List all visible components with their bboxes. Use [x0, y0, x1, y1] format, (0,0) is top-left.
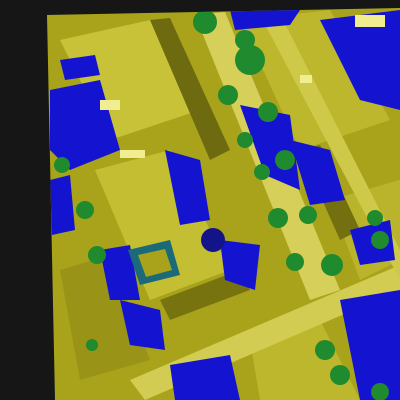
patch: [50, 175, 75, 235]
tree: [254, 164, 270, 180]
tree: [235, 45, 265, 75]
tree: [321, 254, 343, 276]
highlight: [120, 150, 145, 158]
patch: [170, 355, 240, 400]
courtyard-center: [138, 249, 172, 277]
block: [60, 255, 150, 380]
patch: [230, 10, 300, 30]
trees: [54, 10, 389, 400]
patch: [290, 140, 345, 205]
patch: [340, 290, 400, 400]
tree: [235, 30, 255, 50]
tree: [330, 365, 350, 385]
shadow: [160, 270, 250, 320]
tree: [237, 132, 253, 148]
tree: [193, 10, 217, 34]
tree: [299, 206, 317, 224]
highlights: [100, 15, 385, 158]
patch: [165, 150, 210, 225]
tree: [258, 102, 278, 122]
highlight: [355, 15, 385, 27]
tree: [76, 201, 94, 219]
tree: [86, 339, 98, 351]
tree: [315, 340, 335, 360]
tree: [88, 246, 106, 264]
tree: [371, 231, 389, 249]
terrain: [47, 8, 400, 400]
tree: [371, 383, 389, 400]
highlight: [300, 75, 312, 83]
street: [260, 14, 400, 280]
tree: [201, 228, 225, 252]
patch: [220, 240, 260, 290]
patch: [320, 10, 400, 110]
patch: [100, 245, 140, 300]
shadow: [150, 18, 230, 160]
patch: [60, 55, 100, 80]
tree: [367, 210, 383, 226]
tree: [54, 157, 70, 173]
block: [95, 150, 230, 300]
tree: [268, 208, 288, 228]
patch: [120, 300, 165, 350]
tree: [286, 253, 304, 271]
tree: [275, 150, 295, 170]
tree: [218, 85, 238, 105]
highlight: [100, 100, 120, 110]
